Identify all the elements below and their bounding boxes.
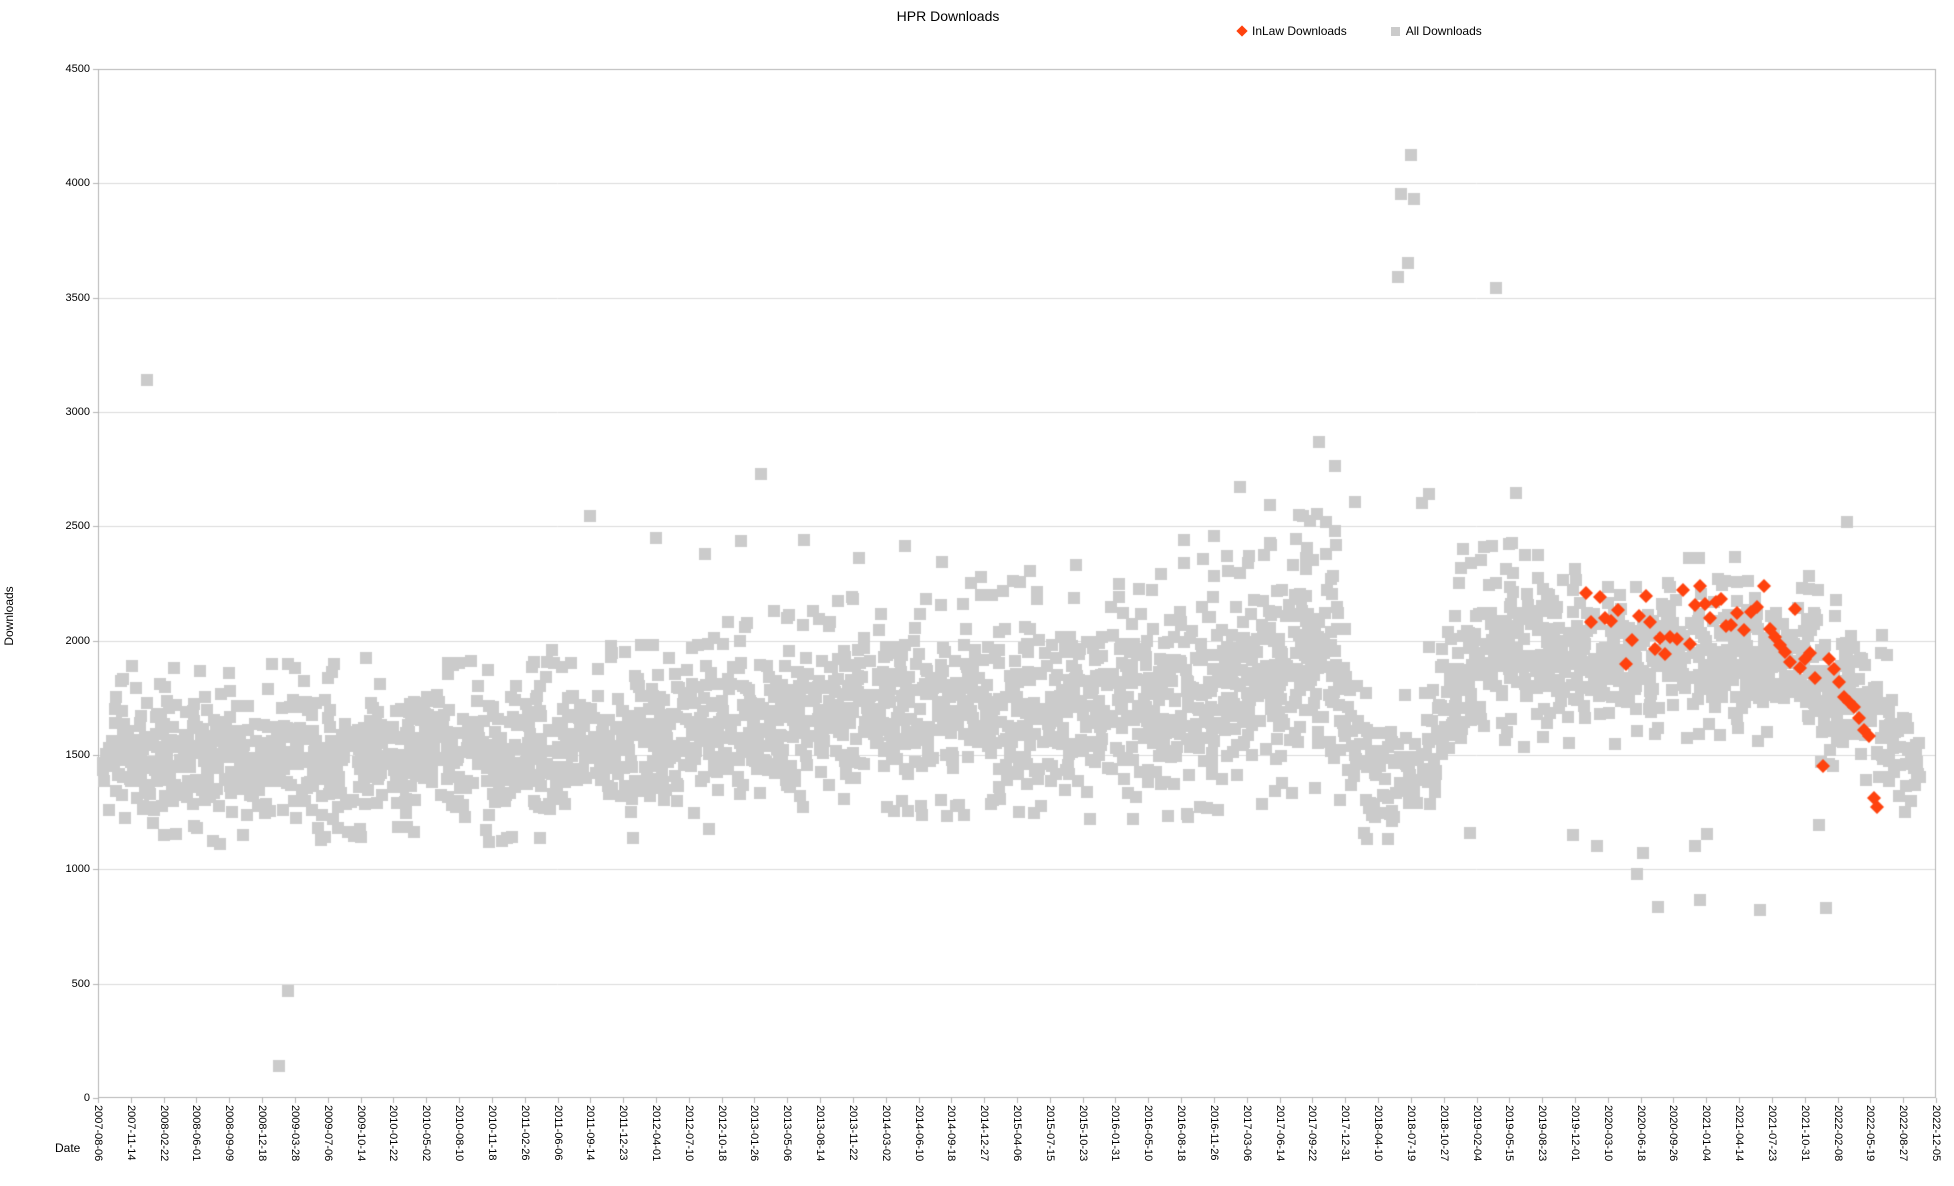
x-tick-label: 2017-12-31 [1339,1105,1352,1162]
x-tick-label: 2011-09-14 [584,1105,597,1161]
x-tick-label: 2014-12-27 [978,1105,991,1162]
x-tick-label: 2021-01-04 [1700,1105,1713,1162]
x-tick-label: 2010-08-10 [453,1105,466,1162]
x-tick-label: 2010-01-22 [387,1105,400,1162]
chart-title: HPR Downloads [896,8,1000,24]
x-tick-label: 2011-12-23 [617,1105,630,1161]
x-tick-label: 2008-09-09 [223,1105,236,1162]
x-tick-label: 2021-04-14 [1733,1105,1746,1162]
x-tick-label: 2007-08-06 [92,1105,104,1162]
y-tick-label: 500 [71,977,90,990]
y-axis-title: Downloads [2,586,16,646]
legend: InLaw Downloads All Downloads [1236,24,1482,38]
x-tick-label: 2012-07-10 [682,1105,695,1162]
y-tick-label: 4500 [65,63,90,75]
x-tick-label: 2016-05-10 [1142,1105,1155,1162]
x-axis-title: Date [55,1141,81,1155]
x-tick-label: 2018-04-10 [1372,1105,1385,1162]
x-tick-label: 2018-10-27 [1437,1105,1450,1162]
legend-item-all-downloads: All Downloads [1390,24,1482,38]
x-tick-label: 2022-08-27 [1897,1105,1910,1162]
x-tick-label: 2014-09-18 [945,1105,958,1162]
y-tick-label: 2500 [65,520,90,533]
x-tick-label: 2020-03-10 [1601,1105,1614,1162]
x-tick-label: 2013-08-14 [814,1105,827,1162]
y-tick-label: 1000 [65,863,90,876]
x-tick-label: 2022-02-08 [1831,1105,1844,1162]
x-tick-label: 2016-01-31 [1109,1105,1122,1162]
y-tick-label: 4000 [65,177,90,190]
x-tick-label: 2021-10-31 [1798,1105,1811,1162]
x-tick-label: 2014-06-10 [912,1105,925,1162]
y-tick-label: 2000 [65,634,90,647]
x-tick-label: 2013-11-22 [846,1105,859,1161]
x-tick-label: 2015-07-15 [1043,1105,1056,1162]
y-tick-label: 3000 [65,406,90,418]
x-tick-label: 2017-03-06 [1240,1105,1253,1162]
x-tick-label: 2012-10-18 [715,1105,728,1162]
x-tick-label: 2022-12-05 [1930,1105,1942,1162]
x-tick-label: 2009-07-06 [321,1105,334,1162]
x-tick-label: 2016-11-26 [1207,1105,1220,1161]
x-tick-label: 2015-04-06 [1011,1105,1023,1162]
y-tick-label: 1500 [65,749,90,761]
legend-item-inlaw-downloads: InLaw Downloads [1236,24,1347,38]
legend-label: All Downloads [1405,24,1482,38]
x-tick-label: 2010-05-02 [420,1105,433,1162]
x-tick-label: 2020-06-18 [1634,1105,1647,1162]
x-tick-label: 2010-11-18 [485,1105,498,1161]
x-tick-label: 2019-02-04 [1470,1105,1483,1162]
x-tick-label: 2009-03-28 [288,1105,301,1162]
x-tick-label: 2012-04-01 [649,1105,662,1162]
x-tick-label: 2008-12-18 [256,1105,269,1162]
legend-label: InLaw Downloads [1252,24,1347,38]
y-tick-label: 0 [83,1092,90,1104]
x-tick-label: 2020-09-26 [1667,1105,1680,1162]
x-tick-label: 2015-10-23 [1076,1105,1089,1162]
x-tick-label: 2017-09-22 [1306,1105,1319,1162]
x-tick-label: 2016-08-18 [1175,1105,1188,1162]
x-tick-label: 2014-03-02 [879,1105,892,1162]
diamond-marker-icon [1236,25,1248,37]
x-tick-label: 2019-05-15 [1503,1105,1516,1162]
x-tick-label: 2018-07-19 [1404,1105,1417,1162]
x-tick-label: 2007-11-14 [124,1105,137,1161]
x-tick-label: 2011-02-26 [518,1105,531,1161]
y-tick-label: 3500 [65,291,90,304]
x-tick-label: 2008-02-22 [157,1105,170,1162]
x-tick-label: 2009-10-14 [354,1105,367,1162]
x-tick-label: 2021-07-23 [1765,1105,1778,1162]
x-tick-label: 2019-12-01 [1568,1105,1581,1162]
x-tick-label: 2013-01-26 [748,1105,761,1162]
x-tick-label: 2013-05-06 [781,1105,794,1162]
x-tick-label: 2022-05-19 [1864,1105,1877,1162]
x-tick-label: 2011-06-06 [551,1105,564,1161]
x-tick-label: 2017-06-14 [1273,1105,1286,1162]
x-tick-label: 2008-06-01 [190,1105,203,1162]
x-tick-label: 2019-08-23 [1536,1105,1549,1162]
square-marker-icon [1390,26,1400,36]
